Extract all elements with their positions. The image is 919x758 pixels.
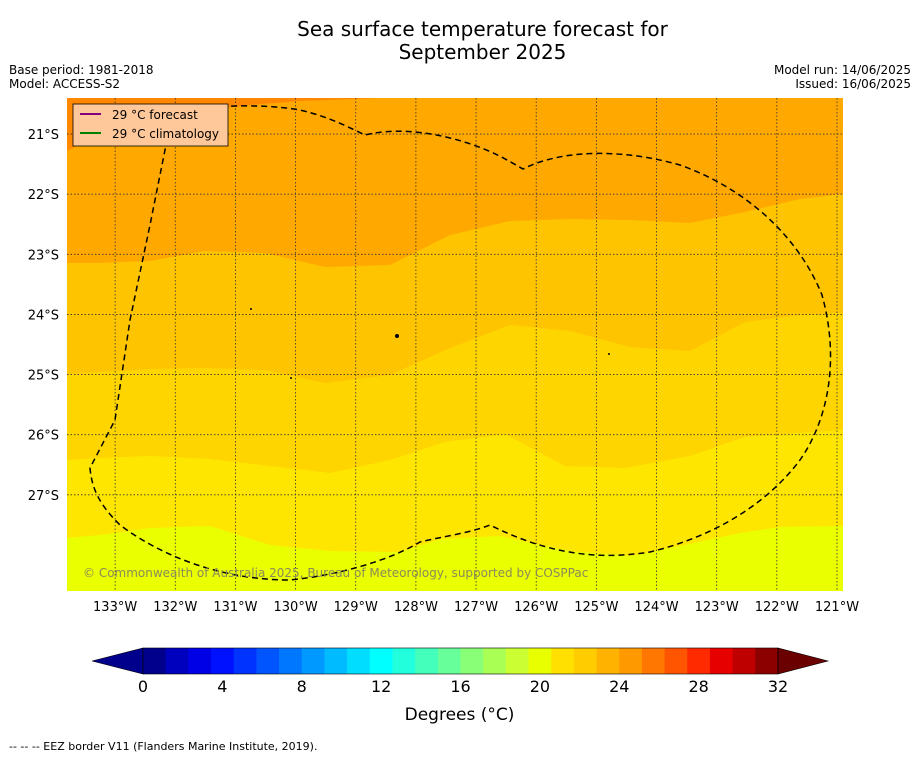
x-tick-label: 122°W xyxy=(755,600,799,615)
x-tick-label: 124°W xyxy=(634,600,678,615)
colorbar-cell xyxy=(709,648,734,674)
colorbar-cell xyxy=(505,648,529,674)
colorbar-cell xyxy=(324,648,348,674)
colorbar-tick-label: 0 xyxy=(138,677,148,696)
colorbar-tick-label: 28 xyxy=(688,677,708,696)
model-name: Model: ACCESS-S2 xyxy=(9,77,121,91)
colorbar-cell xyxy=(392,648,416,674)
colorbar-extend-low xyxy=(91,647,144,675)
colorbar-cell xyxy=(732,648,756,674)
meta-left: Base period: 1981-2018 Model: ACCESS-S2 xyxy=(9,63,154,91)
x-tick-label: 130°W xyxy=(274,600,318,615)
islands xyxy=(250,308,610,379)
colorbar-cell xyxy=(415,648,439,674)
x-tick-label: 127°W xyxy=(454,600,498,615)
x-tick-labels: 133°W 132°W 131°W 130°W 129°W 128°W 127°W 126°W… xyxy=(93,600,859,615)
colorbar-cell xyxy=(755,648,779,674)
chart-title: Sea surface temperature forecast for Sep… xyxy=(0,18,919,64)
colorbar-cell xyxy=(347,648,371,674)
gridlines xyxy=(67,98,843,591)
y-tick-label: 27°S xyxy=(28,489,59,504)
meta-right: Model run: 14/06/2025 Issued: 16/06/2025 xyxy=(774,63,911,91)
legend-forecast-label: 29 °C forecast xyxy=(112,108,198,122)
issued-date: Issued: 16/06/2025 xyxy=(795,77,911,91)
colorbar-cell xyxy=(143,648,167,674)
x-tick-label: 129°W xyxy=(334,600,378,615)
colorbar-label: Degrees (°C) xyxy=(404,705,515,725)
colorbar-cell xyxy=(483,648,507,674)
y-tick-label: 21°S xyxy=(28,128,59,143)
colorbar-cells xyxy=(91,647,830,675)
colorbar-cell xyxy=(233,648,257,674)
colorbar-cell xyxy=(437,648,461,674)
y-tick-label: 26°S xyxy=(28,429,59,444)
title-line-1: Sea surface temperature forecast for xyxy=(297,17,668,41)
colorbar-cell xyxy=(211,648,235,674)
colorbar-cell xyxy=(528,648,552,674)
colorbar-cell xyxy=(596,648,620,674)
y-tick-label: 22°S xyxy=(28,188,59,203)
sst-map: © Commonwealth of Australia 2025, Bureau… xyxy=(28,98,859,615)
colorbar-cell xyxy=(279,648,303,674)
copyright-text: © Commonwealth of Australia 2025, Bureau… xyxy=(83,566,588,580)
band-27-28 xyxy=(67,98,843,267)
x-tick-label: 128°W xyxy=(394,600,438,615)
colorbar: 0 4 8 12 16 20 24 28 32 xyxy=(91,647,830,696)
x-tick-label: 132°W xyxy=(153,600,197,615)
colorbar-tick-label: 24 xyxy=(609,677,629,696)
model-run: Model run: 14/06/2025 xyxy=(773,63,911,77)
island-mark xyxy=(608,353,610,355)
x-tick-label: 123°W xyxy=(695,600,739,615)
colorbar-cell xyxy=(165,648,189,674)
colorbar-tick-label: 4 xyxy=(217,677,227,696)
title-line-2: September 2025 xyxy=(398,40,567,64)
colorbar-cell xyxy=(369,648,393,674)
contour-fills xyxy=(67,98,843,591)
island-mark xyxy=(250,308,252,310)
y-tick-label: 24°S xyxy=(28,308,59,323)
x-tick-label: 121°W xyxy=(815,600,859,615)
island-mark xyxy=(395,334,399,338)
y-tick-label: 23°S xyxy=(28,248,59,263)
footer-note: -- -- -- EEZ border V11 (Flanders Marine… xyxy=(9,740,318,753)
colorbar-tick-label: 16 xyxy=(450,677,470,696)
colorbar-cell xyxy=(619,648,643,674)
colorbar-extend-high xyxy=(777,647,830,675)
map-legend: 29 °C forecast 29 °C climatology xyxy=(72,103,229,147)
colorbar-cell xyxy=(687,648,711,674)
y-tick-label: 25°S xyxy=(28,369,59,384)
x-tick-label: 126°W xyxy=(514,600,558,615)
colorbar-tick-labels: 0 4 8 12 16 20 24 28 32 xyxy=(138,677,788,696)
colorbar-tick-label: 20 xyxy=(530,677,550,696)
colorbar-tick-label: 8 xyxy=(297,677,307,696)
colorbar-cell xyxy=(551,648,575,674)
colorbar-cell xyxy=(573,648,597,674)
island-mark xyxy=(290,377,292,379)
colorbar-outline xyxy=(142,647,779,675)
colorbar-cell xyxy=(256,648,280,674)
y-tick-labels: 21°S 22°S 23°S 24°S 25°S 26°S 27°S xyxy=(28,128,59,504)
colorbar-cell xyxy=(664,648,688,674)
legend-box xyxy=(72,103,229,147)
x-tick-label: 131°W xyxy=(213,600,257,615)
x-tick-label: 125°W xyxy=(574,600,618,615)
colorbar-cell xyxy=(188,648,212,674)
colorbar-cell xyxy=(460,648,484,674)
colorbar-tick-label: 12 xyxy=(371,677,391,696)
base-period: Base period: 1981-2018 xyxy=(9,63,154,77)
colorbar-cell xyxy=(301,648,325,674)
x-tick-label: 133°W xyxy=(93,600,137,615)
legend-climatology-label: 29 °C climatology xyxy=(112,127,219,141)
colorbar-cell xyxy=(641,648,666,674)
colorbar-tick-label: 32 xyxy=(768,677,788,696)
